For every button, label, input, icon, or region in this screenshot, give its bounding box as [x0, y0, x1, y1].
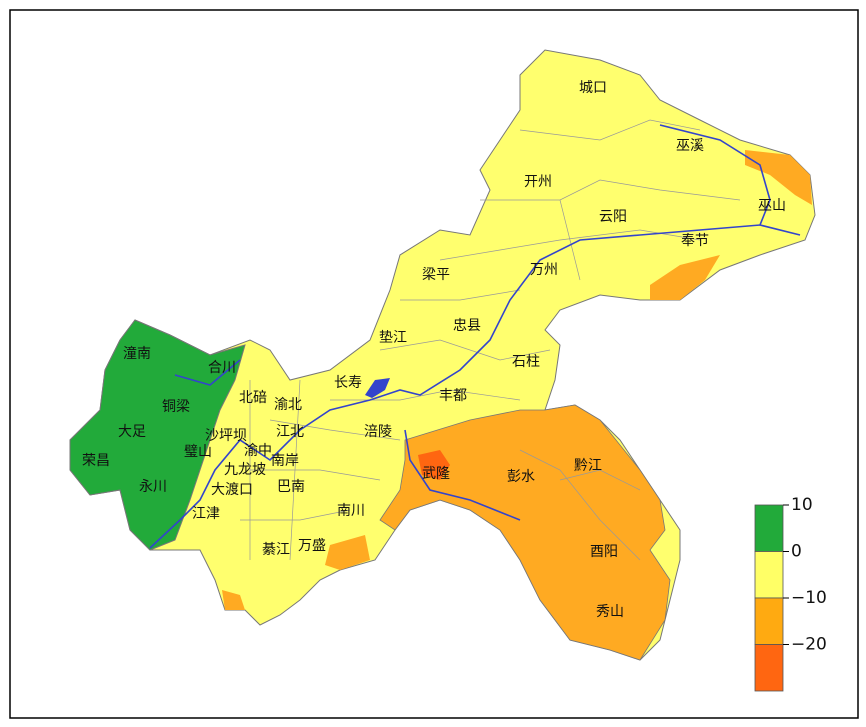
region-orange — [650, 255, 720, 300]
district-label: 秀山 — [596, 604, 624, 620]
district-label: 铜梁 — [162, 399, 190, 415]
legend-tick-label: −10 — [791, 588, 827, 608]
district-label: 武隆 — [422, 466, 450, 482]
district-label: 酉阳 — [590, 544, 618, 560]
district-label: 城口 — [579, 80, 607, 96]
legend-tick-label: −20 — [791, 635, 827, 655]
district-label: 忠县 — [453, 318, 481, 334]
district-label: 荣昌 — [82, 453, 110, 469]
district-label: 合川 — [208, 360, 236, 376]
district-label: 南川 — [337, 503, 365, 519]
district-label: 永川 — [139, 479, 167, 495]
district-label: 江北 — [276, 424, 304, 440]
legend-tick-label: 0 — [791, 542, 802, 562]
district-label: 梁平 — [422, 267, 450, 283]
river — [149, 124, 801, 549]
district-label: 巫溪 — [676, 138, 704, 154]
district-boundary — [240, 119, 741, 561]
legend-swatch — [754, 504, 784, 552]
district-label: 江津 — [192, 506, 220, 522]
district-label: 大足 — [118, 424, 146, 440]
district-label: 黔江 — [574, 458, 602, 474]
legend-swatch — [754, 644, 784, 692]
region-orange — [379, 404, 671, 661]
region-green — [69, 319, 246, 551]
region-orange — [222, 590, 245, 610]
district-label: 云阳 — [599, 209, 627, 225]
district-label: 渝中 — [244, 443, 272, 459]
legend-swatch — [754, 597, 784, 645]
district-label: 彭水 — [507, 469, 535, 485]
district-label: 万盛 — [298, 538, 326, 554]
district-label: 开州 — [524, 174, 552, 190]
district-label: 九龙坡 — [224, 462, 266, 478]
district-label: 北碚 — [239, 390, 267, 406]
district-label: 长寿 — [334, 374, 362, 391]
region-orange — [745, 150, 812, 205]
district-label: 潼南 — [123, 345, 151, 362]
district-label: 綦江 — [262, 542, 290, 558]
district-label: 万州 — [530, 262, 558, 278]
district-label: 奉节 — [681, 233, 709, 249]
legend-tick-label: 10 — [791, 495, 813, 515]
district-label: 巫山 — [758, 198, 786, 214]
region-orange — [325, 535, 370, 570]
district-label: 涪陵 — [364, 424, 392, 440]
legend-swatch — [754, 551, 784, 599]
district-label: 沙坪坝 — [205, 428, 247, 444]
district-label: 丰都 — [439, 388, 467, 404]
district-label: 南岸 — [271, 453, 299, 469]
district-label: 璧山 — [184, 443, 212, 460]
district-label: 巴南 — [277, 479, 305, 495]
district-label: 垫江 — [379, 330, 407, 346]
district-label: 大渡口 — [211, 482, 253, 498]
lake — [365, 378, 390, 398]
district-label: 石柱 — [512, 354, 540, 370]
district-label: 渝北 — [274, 397, 302, 413]
region-dark-orange — [418, 450, 450, 480]
